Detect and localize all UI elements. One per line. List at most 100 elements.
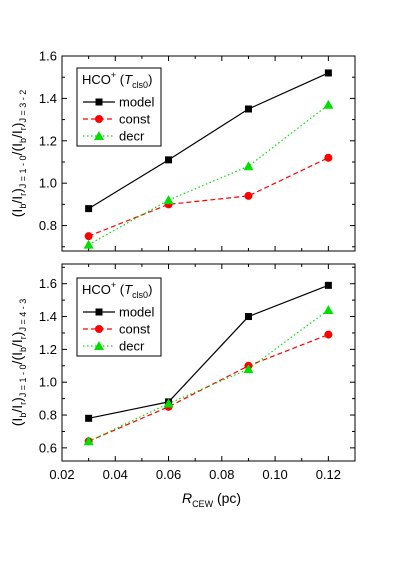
- series-line-model: [88, 72, 329, 210]
- bottom-panel: 0.6 0.8 1.0 1.2 1.4 1.6 0.02 0.04 0.06 0.08 0.10 0.…: [9, 263, 356, 509]
- y-axis-label: (Ib/Ir)J = 1 - 0/(Ib/Ir)J = 4 - 3: [9, 299, 28, 426]
- data-point-const: [324, 153, 333, 162]
- data-point-decr: [83, 436, 94, 446]
- plot-frame: [61, 55, 356, 252]
- text-span: HCO: [82, 72, 111, 87]
- text-span: r: [18, 402, 28, 405]
- text-span: cls0: [132, 80, 148, 90]
- x-tick-label: 0.12: [316, 467, 341, 482]
- text-span: J = 1 - 0: [18, 364, 28, 397]
- legend: HCO+ (Tcls0) model const decr: [76, 67, 162, 147]
- text-span: T: [124, 282, 133, 297]
- data-point-model: [244, 105, 252, 113]
- legend-marker-model: [95, 308, 103, 316]
- y-axis-label: (Ib/Ir)J = 1 - 0/(Ib/Ir)J = 3 - 2: [9, 90, 28, 217]
- series-line-decr: [88, 104, 329, 246]
- y-tick-label: 1.2: [39, 342, 57, 357]
- text-span: b: [18, 204, 28, 209]
- y-tick-label: 0.6: [39, 440, 57, 455]
- legend-marker-model: [95, 98, 103, 106]
- legend-marker-const: [95, 115, 103, 123]
- legend-label-model: model: [119, 95, 155, 110]
- text-span: HCO: [82, 282, 111, 297]
- text-span: +: [111, 280, 116, 290]
- legend-marker-decr: [94, 341, 104, 350]
- text-span: ): [9, 332, 25, 337]
- text-span: ): [9, 397, 25, 402]
- legend-box: [76, 67, 162, 147]
- data-point-model: [165, 156, 173, 164]
- data-point-decr: [163, 398, 174, 408]
- data-point-decr: [163, 195, 174, 205]
- text-span: T: [124, 72, 133, 87]
- text-span: J = 4 - 3: [18, 299, 28, 332]
- x-tick-label: 0.04: [103, 467, 128, 482]
- data-point-decr: [243, 161, 254, 171]
- text-span: (I: [9, 418, 25, 427]
- text-span: b: [18, 413, 28, 418]
- series-decr: [83, 99, 334, 249]
- series-line-const: [88, 334, 329, 442]
- legend: HCO+ (Tcls0) model const decr: [76, 277, 162, 357]
- text-span: (I: [9, 209, 25, 218]
- series-line-model: [88, 284, 329, 419]
- y-tick-label: 0.8: [39, 218, 57, 233]
- legend-label-const: const: [119, 322, 150, 337]
- legend-label-const: const: [119, 112, 150, 127]
- y-tick-label: 1.6: [39, 49, 57, 64]
- legend-box: [76, 277, 162, 357]
- legend-title: HCO+ (Tcls0): [82, 280, 152, 300]
- text-span: /(I: [9, 352, 25, 364]
- text-span: b: [18, 347, 28, 352]
- data-point-const: [244, 191, 253, 200]
- series-const: [84, 153, 333, 241]
- data-point-decr: [323, 304, 334, 314]
- legend-label-model: model: [119, 305, 155, 320]
- text-span: ): [9, 123, 25, 128]
- y-tick-label: 1.4: [39, 309, 57, 324]
- series-line-const: [88, 157, 329, 237]
- text-span: +: [111, 70, 116, 80]
- data-point-model: [85, 414, 93, 422]
- text-span: ): [148, 72, 152, 87]
- data-point-decr: [243, 364, 254, 374]
- data-point-decr: [83, 239, 94, 249]
- text-span: /I: [9, 405, 25, 413]
- text-span: CEW: [192, 499, 214, 509]
- y-tick-label: 0.8: [39, 408, 57, 423]
- text-span: r: [18, 193, 28, 196]
- x-tick-label: 0.08: [209, 467, 234, 482]
- data-point-const: [84, 232, 93, 241]
- text-span: /(I: [9, 143, 25, 155]
- legend-title: HCO+ (Tcls0): [82, 70, 152, 90]
- x-tick-label: 0.10: [262, 467, 287, 482]
- y-tick-label: 1.0: [39, 176, 57, 191]
- data-point-model: [324, 281, 332, 289]
- data-point-model: [85, 205, 93, 213]
- text-span: /I: [9, 339, 25, 347]
- data-point-decr: [323, 99, 334, 109]
- text-span: R: [182, 490, 192, 506]
- top-panel: 0.8 1.0 1.2 1.4 1.6 (Ib/Ir)J = 1 - 0/(Ib/Ir)J…: [9, 49, 356, 252]
- text-span: J = 3 - 2: [18, 90, 28, 123]
- text-span: /I: [9, 196, 25, 204]
- text-span: r: [18, 127, 28, 130]
- series-decr: [83, 304, 334, 446]
- text-span: (: [116, 72, 125, 87]
- data-point-model: [244, 313, 252, 321]
- y-tick-label: 1.2: [39, 133, 57, 148]
- series-model: [85, 69, 332, 213]
- text-span: b: [18, 138, 28, 143]
- text-span: (pc): [213, 490, 241, 506]
- text-span: ): [148, 282, 152, 297]
- legend-marker-const: [95, 325, 103, 333]
- x-axis-label: RCEW (pc): [182, 490, 241, 509]
- text-span: ): [9, 188, 25, 193]
- x-tick-label: 0.06: [156, 467, 181, 482]
- data-point-model: [324, 69, 332, 77]
- y-tick-label: 1.4: [39, 91, 57, 106]
- text-span: (: [116, 282, 125, 297]
- plot-frame: [61, 263, 356, 462]
- y-tick-label: 1.6: [39, 276, 57, 291]
- text-span: J = 1 - 0: [18, 155, 28, 188]
